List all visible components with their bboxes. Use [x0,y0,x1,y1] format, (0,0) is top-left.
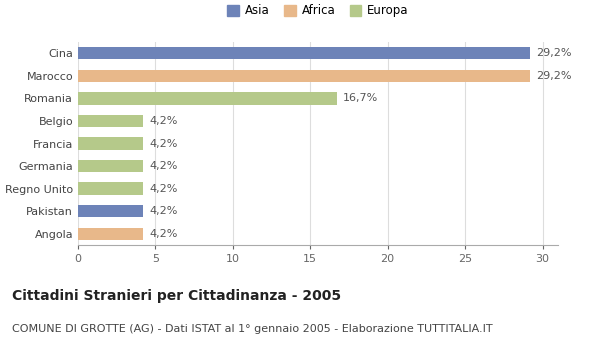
Text: 29,2%: 29,2% [536,71,572,81]
Bar [78,182,143,195]
Text: 4,2%: 4,2% [149,229,178,239]
Legend: Asia, Africa, Europa: Asia, Africa, Europa [225,2,411,20]
Text: COMUNE DI GROTTE (AG) - Dati ISTAT al 1° gennaio 2005 - Elaborazione TUTTITALIA.: COMUNE DI GROTTE (AG) - Dati ISTAT al 1°… [12,324,493,334]
Text: Cittadini Stranieri per Cittadinanza - 2005: Cittadini Stranieri per Cittadinanza - 2… [12,289,341,303]
Bar [78,115,143,127]
Bar [78,228,143,240]
Bar [78,92,337,105]
Bar [78,137,143,150]
Bar [78,70,530,82]
Text: 4,2%: 4,2% [149,184,178,194]
Bar [78,47,530,60]
Text: 4,2%: 4,2% [149,116,178,126]
Text: 16,7%: 16,7% [343,93,378,103]
Bar [78,205,143,217]
Text: 4,2%: 4,2% [149,206,178,216]
Text: 29,2%: 29,2% [536,48,572,58]
Text: 4,2%: 4,2% [149,139,178,148]
Bar [78,160,143,172]
Text: 4,2%: 4,2% [149,161,178,171]
